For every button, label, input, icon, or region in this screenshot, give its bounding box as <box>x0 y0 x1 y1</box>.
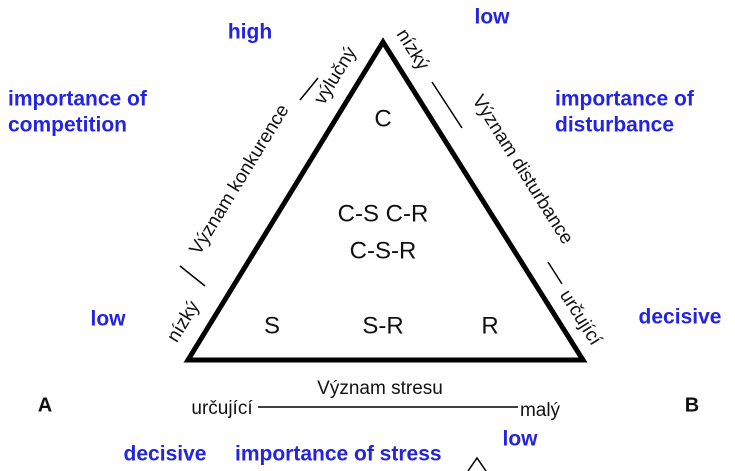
label: low <box>475 6 511 29</box>
czech-label: určující <box>555 286 606 350</box>
label: high <box>228 21 272 44</box>
label: low <box>91 308 127 331</box>
axis-line <box>547 261 563 285</box>
axis-line <box>431 81 463 129</box>
label: decisive <box>124 443 207 466</box>
axis-line <box>299 77 319 101</box>
small-triangle <box>467 456 487 471</box>
label: decisive <box>639 306 722 329</box>
label: importance of <box>8 88 148 111</box>
region-label: C-S-R <box>350 237 417 264</box>
label: competition <box>8 114 127 137</box>
region-label: S <box>264 312 280 339</box>
czech-label: Význam konkurence <box>186 101 294 259</box>
czech-label: určující <box>191 398 253 419</box>
czech-label: Význam stresu <box>317 378 443 399</box>
label: low <box>503 428 539 451</box>
region-label: S-R <box>362 312 403 339</box>
corner-label: B <box>685 394 699 416</box>
label: importance of stress <box>235 443 442 466</box>
czech-label: malý <box>520 400 561 421</box>
label: importance of <box>555 88 695 111</box>
axis-line <box>179 265 206 287</box>
corner-label: A <box>38 394 52 416</box>
triangle <box>183 37 588 363</box>
czech-label: výlučný <box>310 43 361 108</box>
region-label: C <box>374 105 391 132</box>
label: disturbance <box>555 114 674 137</box>
region-label: C-S C-R <box>338 200 429 227</box>
region-label: R <box>481 312 498 339</box>
